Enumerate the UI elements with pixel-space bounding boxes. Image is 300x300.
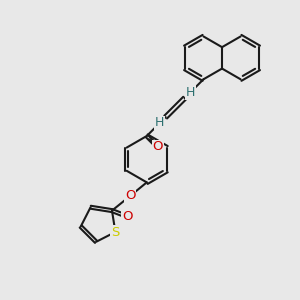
- Text: H: H: [186, 86, 195, 99]
- Text: O: O: [152, 140, 163, 153]
- Text: S: S: [111, 226, 120, 238]
- Text: H: H: [155, 116, 164, 130]
- Text: O: O: [122, 210, 133, 223]
- Text: O: O: [125, 189, 136, 202]
